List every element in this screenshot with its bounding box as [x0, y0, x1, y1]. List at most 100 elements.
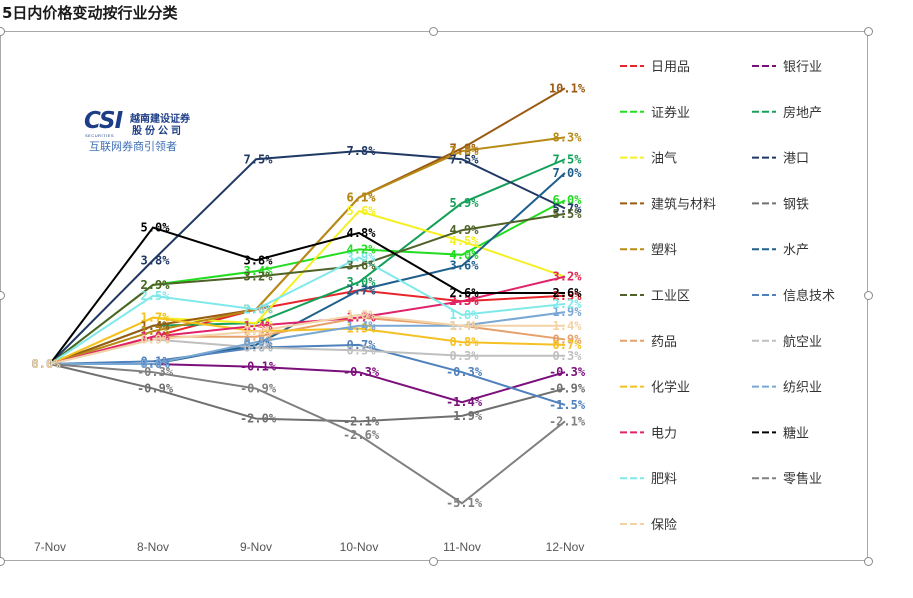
legend-item[interactable]: 航空业	[752, 334, 822, 350]
data-label: -0.1%	[240, 360, 277, 374]
legend-item[interactable]: 水产	[752, 243, 809, 258]
resize-handle-top[interactable]	[429, 27, 438, 36]
series-line-15	[49, 316, 566, 365]
data-label: 0.0%	[32, 357, 62, 371]
data-label: 1.0%	[244, 330, 274, 344]
series-line-20	[49, 363, 566, 505]
series-line-21	[49, 313, 565, 365]
data-label: 1.7%	[347, 311, 377, 325]
data-label: -5.1%	[446, 496, 483, 510]
resize-handle-bottom[interactable]	[429, 557, 438, 566]
data-label: 2.7%	[347, 283, 377, 297]
legend-item[interactable]: 信息技术	[752, 288, 835, 304]
series-line-9	[49, 136, 566, 365]
legend-label: 肥料	[651, 472, 677, 487]
legend-item[interactable]: 药品	[620, 335, 677, 350]
x-tick-label: 7-Nov	[34, 540, 66, 554]
data-label: 3.6%	[347, 259, 377, 273]
legend-item[interactable]: 纺织业	[752, 381, 822, 396]
data-label: 3.2%	[553, 270, 583, 284]
data-label: -0.3%	[137, 365, 174, 379]
data-label: 0.9%	[141, 332, 171, 346]
data-label: 4.0%	[450, 248, 480, 262]
data-label: 0.0%	[32, 357, 62, 371]
data-label: 2.9%	[141, 278, 171, 292]
legend-label: 日用品	[651, 60, 690, 75]
legend-label: 电力	[651, 426, 677, 441]
data-label: 1.0%	[141, 330, 171, 344]
data-label: 0.0%	[141, 357, 171, 371]
legend-label: 塑料	[651, 243, 677, 258]
resize-handle-left[interactable]	[0, 291, 5, 300]
legend-item[interactable]: 糖业	[752, 425, 809, 441]
resize-handle-bottom-right[interactable]	[864, 557, 873, 566]
data-label: 0.8%	[450, 335, 480, 349]
data-label: 0.0%	[32, 357, 62, 371]
legend-item[interactable]: 化学业	[620, 380, 690, 396]
data-label: 0.0%	[32, 357, 62, 371]
data-label: 1.2%	[141, 324, 171, 338]
x-tick-label: 8-Nov	[137, 540, 169, 554]
legend-label: 证券业	[651, 105, 690, 121]
x-tick-label: 11-Nov	[443, 540, 481, 554]
company-logo: CSI SECURITIES 越南建设证券 股份公司 互联网券商引领者	[84, 108, 224, 154]
data-label: 5.0%	[141, 221, 171, 235]
data-label: 1.9%	[553, 305, 583, 319]
data-label: 3.8%	[244, 253, 274, 267]
legend-item[interactable]: 建筑与材料	[620, 196, 716, 212]
resize-handle-right[interactable]	[864, 291, 873, 300]
data-label: 5.6%	[347, 204, 377, 218]
data-label: 0.6%	[244, 341, 274, 355]
legend-item[interactable]: 肥料	[620, 472, 677, 487]
data-label: 1.4%	[553, 319, 583, 333]
data-label: -0.3%	[446, 365, 483, 379]
legend-item[interactable]: 电力	[620, 426, 677, 441]
legend-label: 航空业	[783, 334, 822, 350]
data-label: 0.7%	[244, 338, 274, 352]
data-label: 4.8%	[347, 226, 377, 240]
data-label: 0.0%	[32, 357, 62, 371]
data-label: 7.8%	[450, 144, 480, 158]
data-label: 0.0%	[32, 357, 62, 371]
data-label: 2.7%	[347, 283, 377, 297]
legend-item[interactable]: 零售业	[752, 471, 822, 487]
data-label: 0.5%	[347, 343, 377, 357]
resize-handle-top-left[interactable]	[0, 27, 5, 36]
data-label: 0.9%	[553, 332, 583, 346]
legend-label: 港口	[783, 152, 809, 167]
data-label: -2.0%	[240, 412, 277, 426]
data-label: 8.3%	[553, 130, 583, 144]
legend-item[interactable]: 工业区	[620, 289, 690, 304]
resize-handle-bottom-left[interactable]	[0, 557, 5, 566]
legend-item[interactable]: 保险	[620, 518, 677, 533]
x-tick-label: 12-Nov	[546, 540, 585, 554]
data-label: 1.2%	[244, 324, 274, 338]
data-label: -1.5%	[549, 398, 586, 412]
data-label: 1.0%	[141, 330, 171, 344]
data-label: 0.7%	[553, 338, 583, 352]
legend-item[interactable]: 证券业	[620, 105, 690, 121]
data-label: 2.5%	[141, 289, 171, 303]
legend-item[interactable]: 港口	[752, 152, 809, 167]
legend-item[interactable]: 钢铁	[752, 197, 809, 212]
data-label: -0.3%	[343, 365, 380, 379]
data-label: -1.4%	[446, 395, 483, 409]
data-label: 2.0%	[244, 302, 274, 316]
data-label: 1.4%	[450, 319, 480, 333]
data-label: 0.0%	[32, 357, 62, 371]
data-label: 3.4%	[244, 264, 274, 278]
series-line-8	[49, 363, 566, 423]
legend-item[interactable]: 油气	[620, 151, 677, 167]
legend-item[interactable]: 塑料	[620, 243, 677, 258]
legend-item[interactable]: 房地产	[752, 105, 822, 121]
resize-handle-top-right[interactable]	[864, 27, 873, 36]
legend-item[interactable]: 日用品	[620, 60, 690, 75]
series-line-17	[49, 275, 566, 365]
data-label: 1.4%	[141, 319, 171, 333]
legend-item[interactable]: 银行业	[752, 60, 822, 75]
series-line-18	[49, 226, 565, 365]
data-label: 0.0%	[32, 357, 62, 371]
data-label: -2.1%	[549, 414, 586, 428]
